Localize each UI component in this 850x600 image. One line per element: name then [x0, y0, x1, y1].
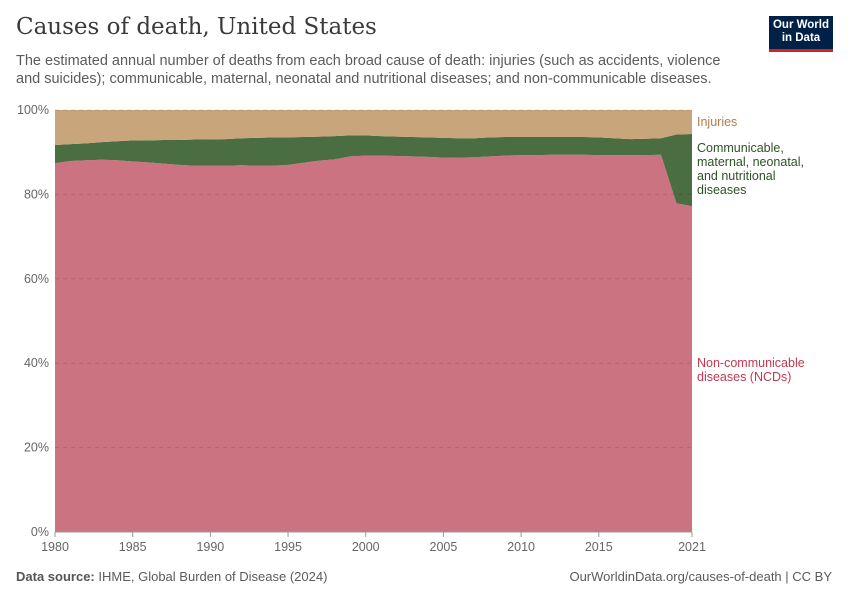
x-tick-label: 2000: [352, 540, 380, 554]
legend-ncds: Non-communicable diseases (NCDs): [697, 356, 805, 384]
y-tick-label: 0%: [31, 525, 49, 539]
y-tick-label: 100%: [17, 103, 49, 117]
x-tick-label: 1995: [274, 540, 302, 554]
legend-injuries: Injuries: [697, 115, 738, 129]
owid-logo[interactable]: Our World in Data: [769, 16, 833, 52]
x-tick-label: 2021: [678, 540, 706, 554]
x-tick-label: 1990: [196, 540, 224, 554]
data-source: Data source: IHME, Global Burden of Dise…: [16, 569, 327, 584]
legend-communicable: Communicable, maternal, neonatal, and nu…: [697, 141, 805, 197]
y-tick-label: 80%: [24, 187, 49, 201]
source-link[interactable]: OurWorldinData.org/causes-of-death | CC …: [569, 569, 832, 584]
chart-subtitle: The estimated annual number of deaths fr…: [16, 53, 721, 87]
chart-title: Causes of death, United States: [16, 14, 377, 40]
source-text: IHME, Global Burden of Disease (2024): [98, 569, 328, 584]
x-tick-label: 1985: [119, 540, 147, 554]
source-label: Data source:: [16, 569, 95, 584]
area-series-2: [55, 110, 692, 146]
x-tick-label: 1980: [41, 540, 69, 554]
y-tick-label: 40%: [24, 356, 49, 370]
x-tick-label: 2015: [585, 540, 613, 554]
y-tick-label: 60%: [24, 272, 49, 286]
x-tick-label: 2005: [430, 540, 458, 554]
x-tick-label: 2010: [507, 540, 535, 554]
area-series-0: [55, 154, 692, 532]
area-series-1: [55, 134, 692, 207]
y-tick-label: 20%: [24, 441, 49, 455]
